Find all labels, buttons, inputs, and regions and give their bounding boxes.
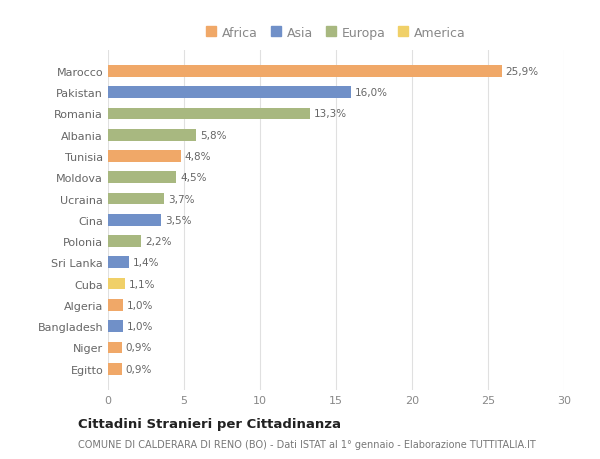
Legend: Africa, Asia, Europa, America: Africa, Asia, Europa, America — [202, 23, 470, 43]
Text: 1,4%: 1,4% — [133, 258, 160, 268]
Bar — [108, 129, 196, 141]
Bar — [108, 214, 161, 226]
Bar — [108, 87, 351, 99]
Text: 2,2%: 2,2% — [145, 236, 172, 246]
Text: 13,3%: 13,3% — [314, 109, 347, 119]
Bar — [108, 151, 181, 162]
Bar — [108, 108, 310, 120]
Bar — [108, 363, 122, 375]
Bar — [108, 342, 122, 353]
Text: 1,1%: 1,1% — [128, 279, 155, 289]
Text: 0,9%: 0,9% — [125, 343, 152, 353]
Text: 3,7%: 3,7% — [168, 194, 194, 204]
Text: 3,5%: 3,5% — [165, 215, 191, 225]
Text: 4,5%: 4,5% — [180, 173, 206, 183]
Bar — [108, 257, 129, 269]
Bar — [108, 299, 123, 311]
Text: Cittadini Stranieri per Cittadinanza: Cittadini Stranieri per Cittadinanza — [78, 417, 341, 430]
Bar — [108, 278, 125, 290]
Text: COMUNE DI CALDERARA DI RENO (BO) - Dati ISTAT al 1° gennaio - Elaborazione TUTTI: COMUNE DI CALDERARA DI RENO (BO) - Dati … — [78, 440, 536, 449]
Bar — [108, 172, 176, 184]
Bar — [108, 66, 502, 78]
Text: 1,0%: 1,0% — [127, 321, 154, 331]
Text: 25,9%: 25,9% — [505, 67, 539, 77]
Bar — [108, 236, 142, 247]
Text: 1,0%: 1,0% — [127, 300, 154, 310]
Bar — [108, 193, 164, 205]
Text: 0,9%: 0,9% — [125, 364, 152, 374]
Text: 16,0%: 16,0% — [355, 88, 388, 98]
Text: 4,8%: 4,8% — [185, 151, 211, 162]
Bar — [108, 320, 123, 332]
Text: 5,8%: 5,8% — [200, 130, 226, 140]
